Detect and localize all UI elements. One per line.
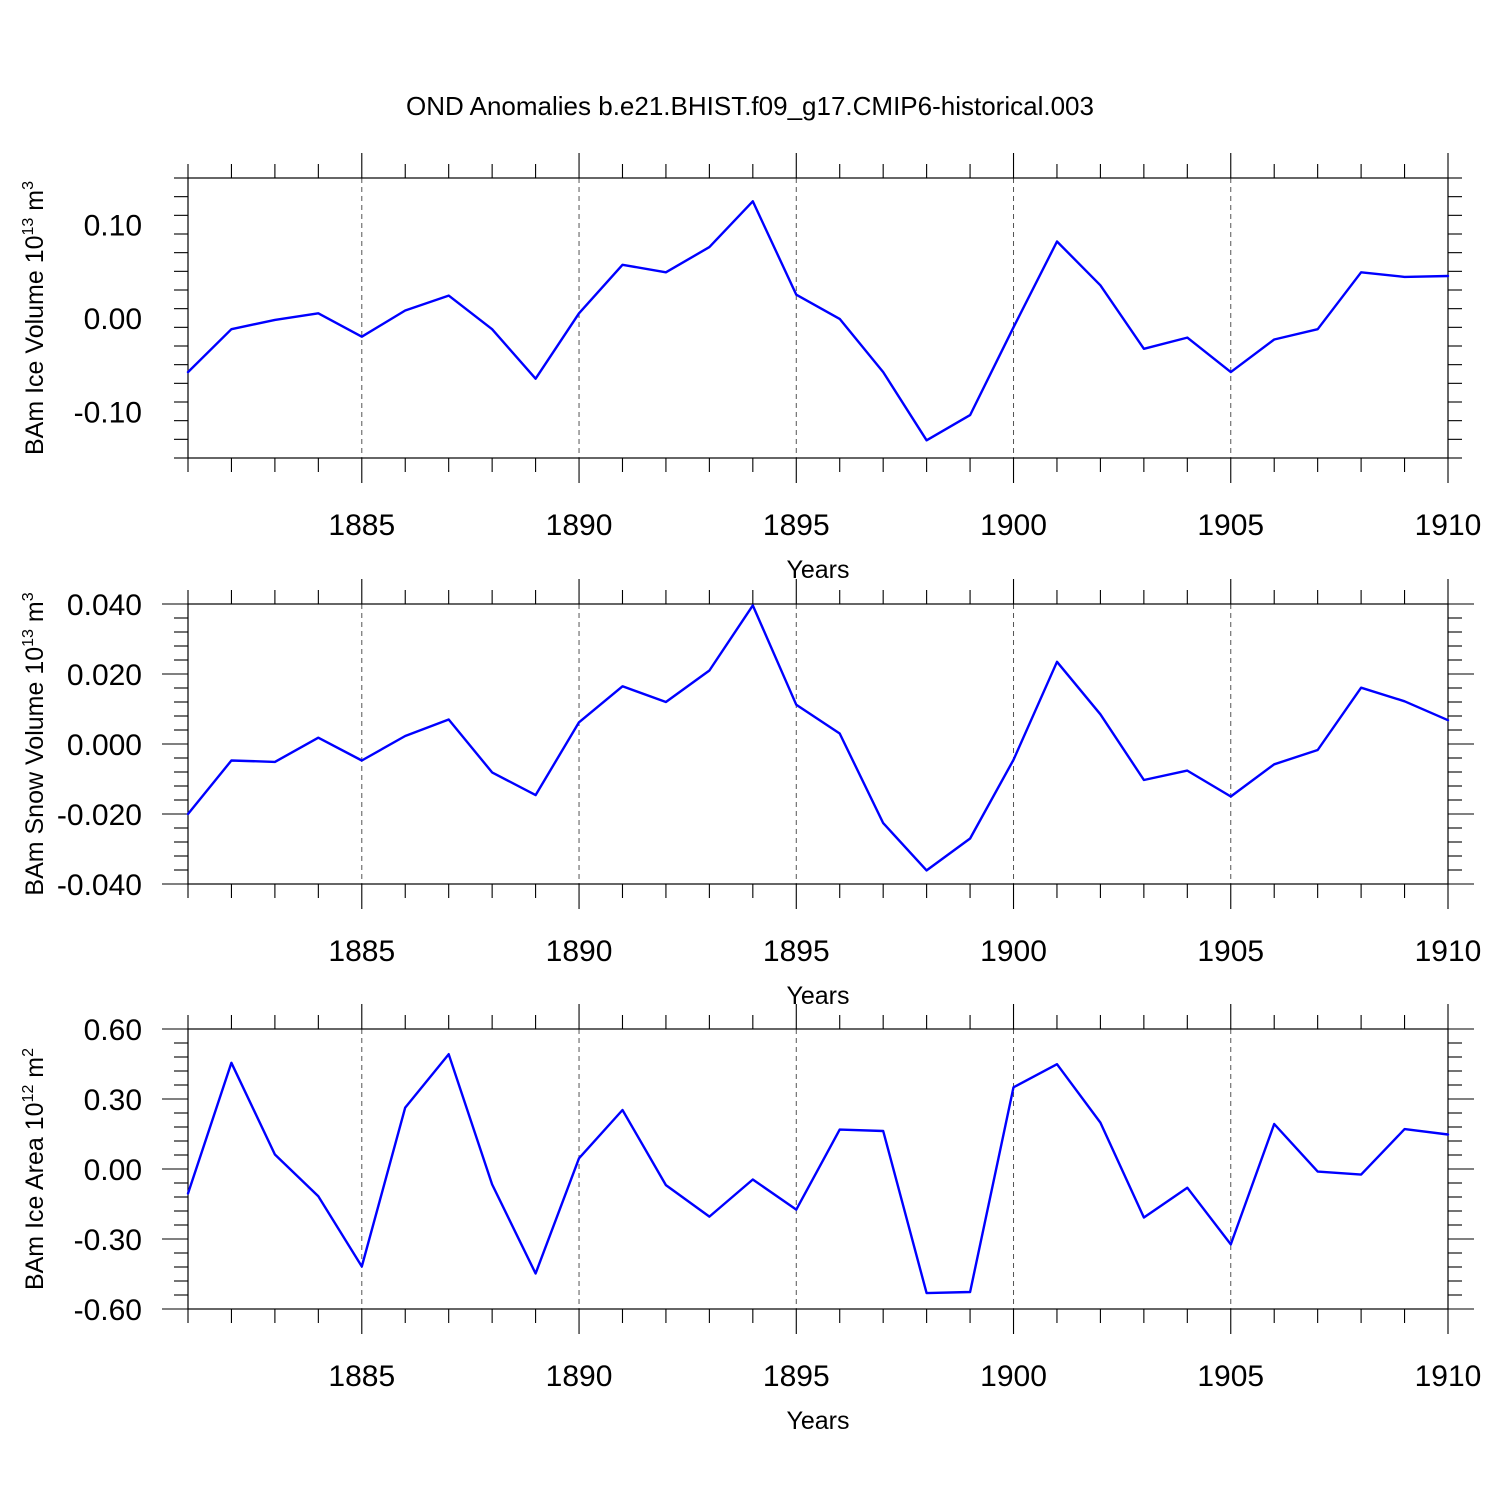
y-tick-label: 0.60 (84, 1014, 142, 1047)
y-tick-label: 0.10 (84, 210, 142, 243)
plot-frame (187, 177, 1449, 459)
y-tick-label: 0.30 (84, 1084, 142, 1117)
x-tick-label: 1910 (1415, 935, 1482, 968)
chart-title: OND Anomalies b.e21.BHIST.f09_g17.CMIP6-… (406, 91, 1094, 121)
y-axis-label: BAm Ice Area 1012 m2 (20, 1048, 49, 1290)
series-line (186, 604, 1450, 872)
y-tick-label: -0.020 (57, 799, 142, 832)
panel-ice-area: 1885 1890 1895 1900 1905 1910 0.60 0.30 0.00 -0.3… (20, 1004, 1481, 1435)
y-tick-label: 0.020 (67, 659, 142, 692)
x-tick-label: 1895 (763, 935, 830, 968)
y-tick-label: 0.00 (84, 1154, 142, 1187)
y-tick-label: -0.10 (74, 396, 142, 429)
x-tick-label: 1885 (328, 509, 395, 542)
x-tick-label: 1900 (980, 935, 1047, 968)
x-tick-label: 1910 (1415, 1360, 1482, 1393)
x-axis-label: Years (786, 982, 849, 1010)
x-tick-label: 1905 (1197, 509, 1264, 542)
y-tick-label: 0.000 (67, 729, 142, 762)
x-tick-label: 1885 (328, 935, 395, 968)
plot-frame (187, 603, 1449, 885)
series-line (186, 1052, 1450, 1295)
panel-snow-volume: 1885 1890 1895 1900 1905 1910 0.040 0.020 0.000 -… (20, 579, 1481, 1010)
series-line (186, 200, 1450, 442)
x-tick-label: 1890 (546, 935, 613, 968)
x-tick-label: 1900 (980, 1360, 1047, 1393)
x-tick-label: 1890 (546, 509, 613, 542)
x-tick-label: 1905 (1197, 1360, 1264, 1393)
x-tick-label: 1895 (763, 509, 830, 542)
x-tick-label: 1900 (980, 509, 1047, 542)
y-tick-label: 0.00 (84, 303, 142, 336)
x-axis-label: Years (786, 556, 849, 584)
y-axis-label: BAm Ice Volume 1013 m3 (20, 181, 49, 455)
y-tick-label: 0.040 (67, 589, 142, 622)
x-tick-label: 1910 (1415, 509, 1482, 542)
x-tick-label: 1905 (1197, 935, 1264, 968)
panel-ice-volume: 1885 1890 1895 1900 1905 1910 0.10 0.00 -0.10 Yea… (20, 153, 1481, 584)
y-tick-label: -0.30 (74, 1224, 142, 1257)
y-tick-label: -0.60 (74, 1294, 142, 1327)
x-tick-label: 1895 (763, 1360, 830, 1393)
y-tick-label: -0.040 (57, 869, 142, 902)
x-tick-label: 1890 (546, 1360, 613, 1393)
x-axis-label: Years (786, 1407, 849, 1435)
y-axis-label: BAm Snow Volume 1013 m3 (20, 592, 49, 895)
x-tick-label: 1885 (328, 1360, 395, 1393)
